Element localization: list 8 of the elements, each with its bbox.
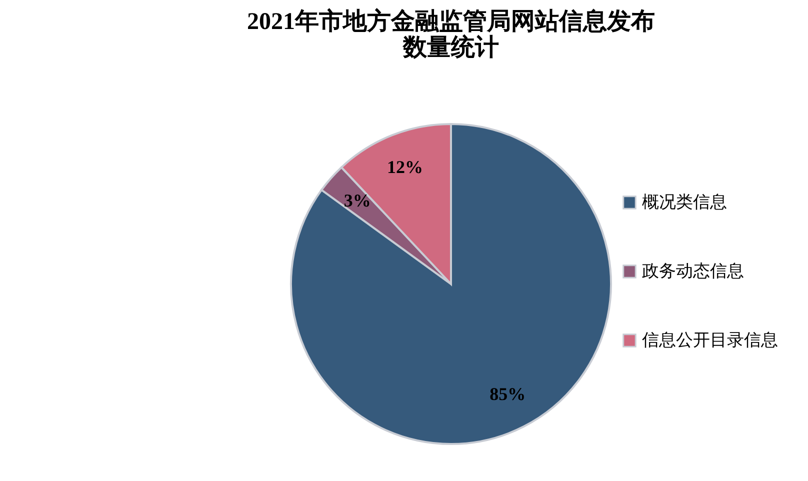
chart-title: 2021年市地方金融监管局网站信息发布数量统计	[247, 7, 655, 61]
legend-label: 政务动态信息	[642, 262, 744, 280]
data-label: 12%	[387, 156, 424, 177]
data-label: 3%	[344, 190, 371, 210]
legend-label: 信息公开目录信息	[642, 330, 778, 350]
pie-slice	[290, 123, 612, 445]
legend-label: 概况类信息	[642, 192, 727, 212]
data-label: 85%	[490, 384, 526, 404]
